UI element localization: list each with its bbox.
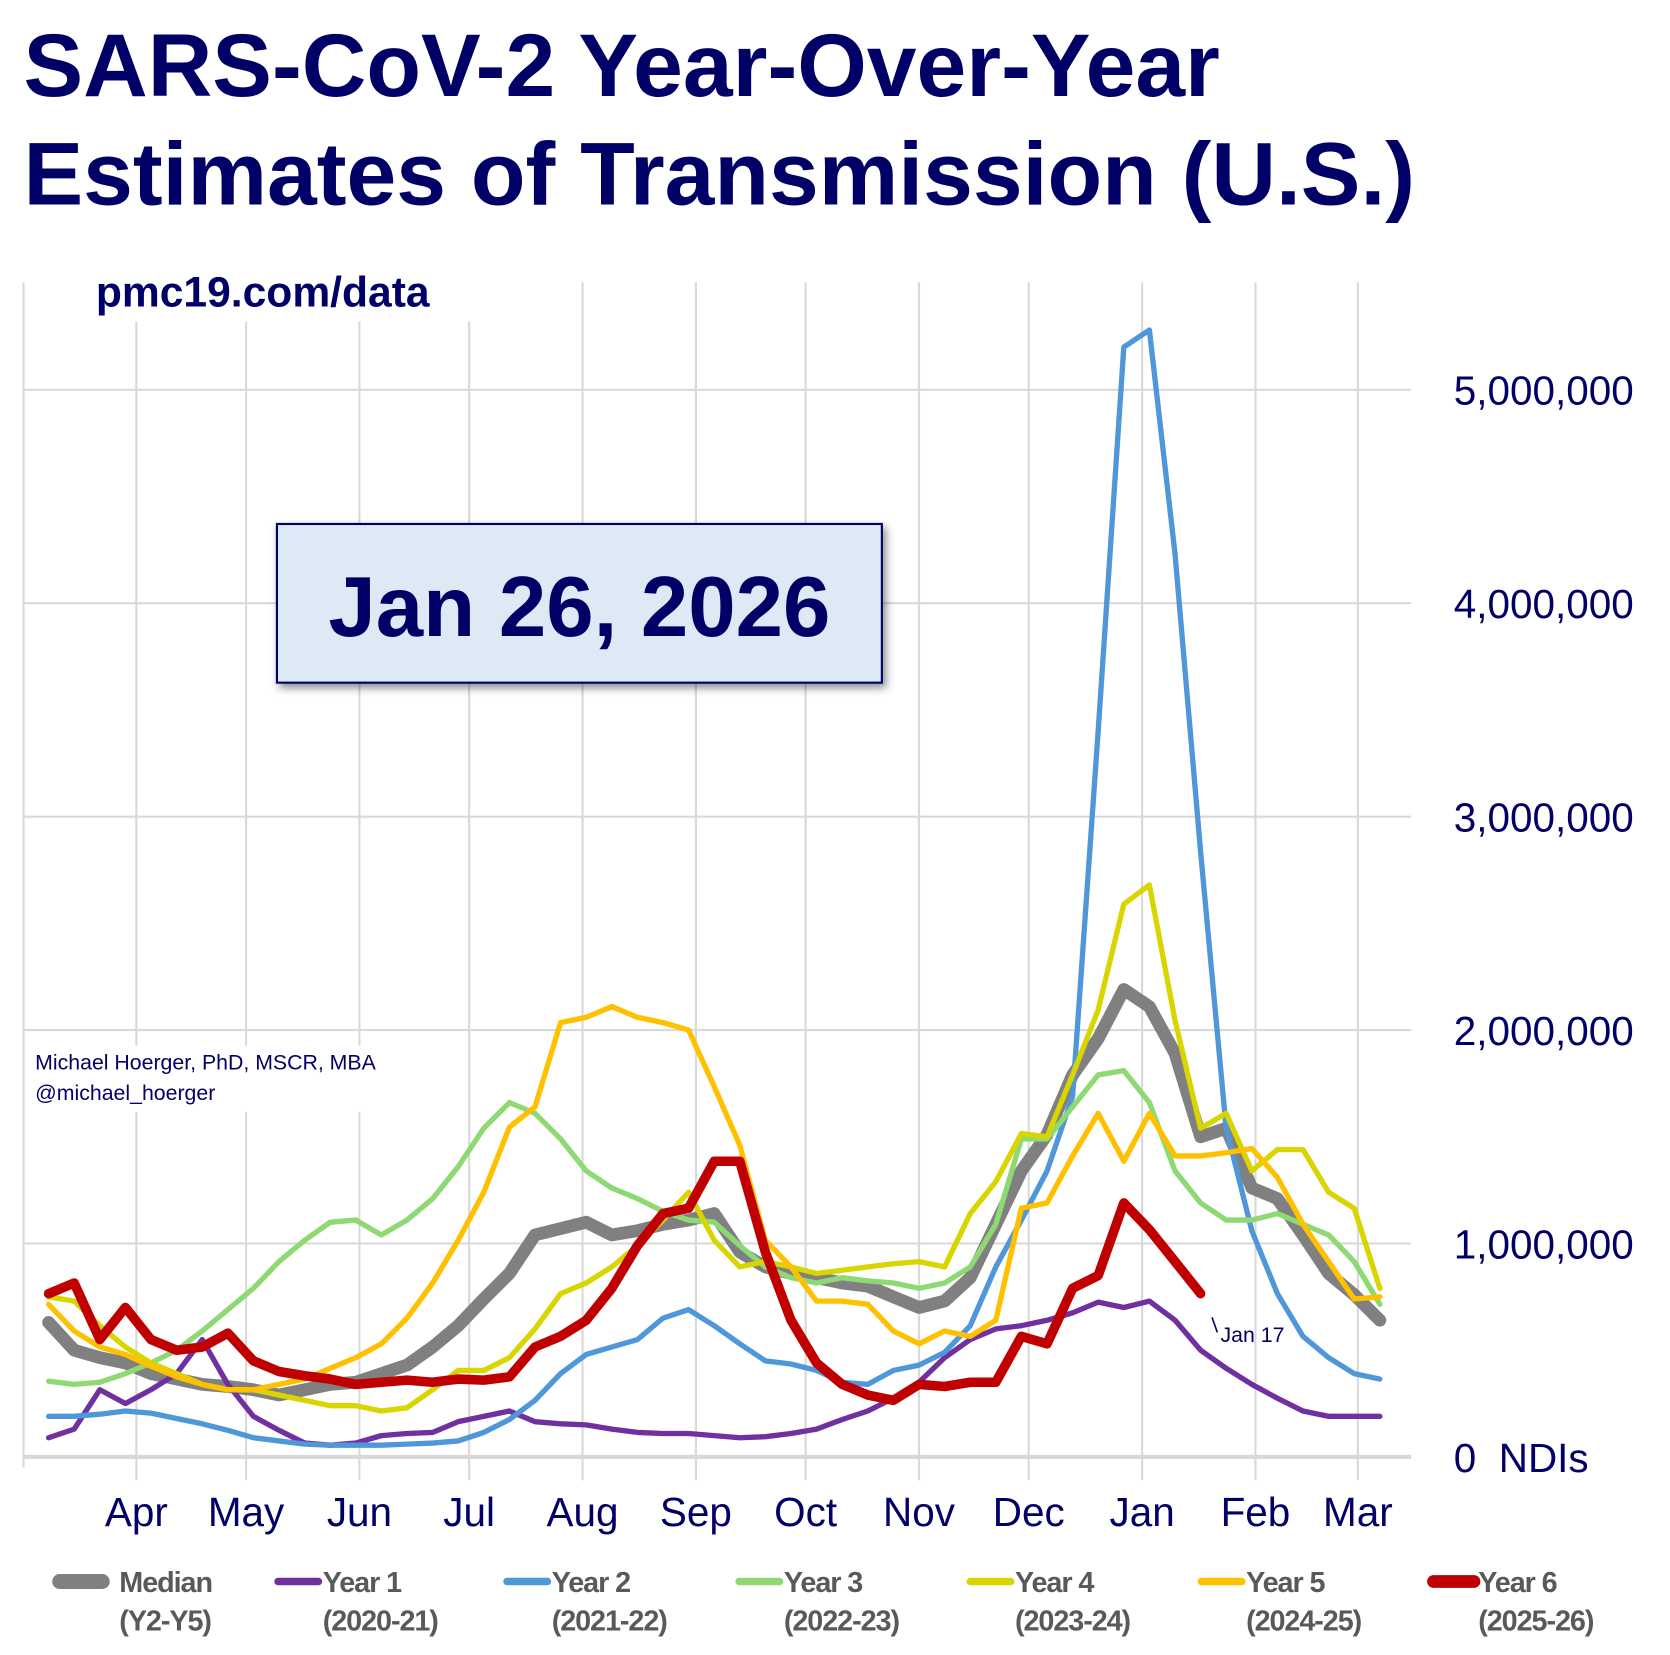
series-line-year-3 [45,1067,1383,1388]
legend-sublabel: (2024-25) [1246,1606,1362,1638]
legend-item-year-6: Year 6 (2025-26) [1427,1567,1595,1638]
legend-label: Year 4 [1015,1567,1094,1599]
y-tick-label: 3,000,000 [1454,795,1634,841]
legend-item-median: Median (Y2-Y5) [52,1567,213,1638]
title-line-2: Estimates of Transmission (U.S.) [23,123,1415,223]
legend-label: Year 1 [323,1567,402,1599]
legend-label: Year 6 [1478,1567,1556,1599]
x-tick-label: Sep [660,1489,732,1535]
annotation-leader [1211,1317,1219,1333]
legend-sublabel: (Y2-Y5) [119,1606,211,1638]
author-background [29,1045,456,1112]
source-url: pmc19.com/data [96,269,430,317]
y-tick-label: 4,000,000 [1454,581,1634,627]
legend-sublabel: (2025-26) [1478,1606,1594,1638]
y-tick-label: 0 NDIs [1454,1435,1589,1481]
x-tick-label: Apr [105,1489,168,1535]
x-tick-label: Jul [443,1489,495,1535]
x-tick-label: Mar [1323,1489,1393,1535]
legend: Median (Y2-Y5) Year 1 (2020-21) Year 2 (2021-… [52,1567,1595,1638]
series-line-year-2 [45,327,1383,1448]
legend-label: Year 3 [784,1567,862,1599]
url-background [90,255,528,322]
series-line-year-6 [43,1156,1206,1406]
x-axis-labels: Apr May Jun Jul Aug Sep Oct Nov Dec Jan Feb Mar [105,1489,1393,1535]
legend-sublabel: (2022-23) [784,1606,900,1638]
date-box [275,522,883,684]
x-tick-label: Nov [883,1489,956,1535]
series-line-year-4 [45,882,1383,1414]
x-tick-label: May [208,1489,285,1535]
legend-label: Year 2 [552,1567,630,1599]
legend-item-year-5: Year 5 (2024-25) [1197,1567,1363,1638]
title-line-1: SARS-CoV-2 Year-Over-Year [23,15,1219,115]
annotation-jan-17: Jan 17 [1221,1323,1285,1347]
legend-item-year-4: Year 4 (2023-24) [966,1567,1132,1638]
x-tick-label: Oct [774,1489,837,1535]
x-tick-label: Jan [1109,1489,1174,1535]
legend-item-year-1: Year 1 (2020-21) [274,1567,439,1638]
x-tick-label: Feb [1221,1489,1291,1535]
legend-item-year-3: Year 3 (2022-23) [735,1567,901,1638]
series-line-year-1 [45,1298,1383,1448]
series-line-year-5 [45,1003,1383,1393]
y-axis-labels: 0 NDIs 1,000,000 2,000,000 3,000,000 4,000,0… [1454,368,1634,1481]
legend-sublabel: (2020-21) [323,1606,439,1638]
x-tick-label: Aug [547,1489,619,1535]
legend-label: Median [119,1567,212,1599]
x-tick-label: Jun [327,1489,392,1535]
legend-sublabel: (2021-22) [552,1606,668,1638]
author-handle: @michael_hoerger [35,1081,215,1105]
legend-item-year-2: Year 2 (2021-22) [503,1567,668,1638]
author-name: Michael Hoerger, PhD, MSCR, MBA [35,1050,376,1074]
series-lines [42,327,1387,1448]
y-tick-label: 2,000,000 [1454,1008,1634,1054]
legend-sublabel: (2023-24) [1015,1606,1131,1638]
y-tick-label: 5,000,000 [1454,368,1634,414]
date-box-text: Jan 26, 2026 [328,560,830,655]
legend-label: Year 5 [1246,1567,1325,1599]
x-tick-label: Dec [993,1489,1065,1535]
y-tick-label: 1,000,000 [1454,1221,1634,1267]
